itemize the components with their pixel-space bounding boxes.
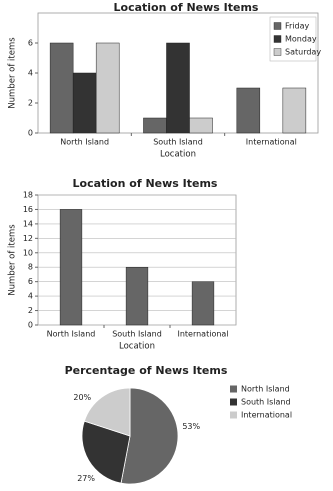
y-tick-label: 18 bbox=[23, 191, 33, 200]
x-tick-label: North Island bbox=[47, 330, 96, 339]
y-tick-label: 2 bbox=[28, 306, 33, 315]
legend-swatch bbox=[230, 398, 237, 406]
y-tick-label: 8 bbox=[28, 263, 33, 272]
legend-swatch bbox=[273, 35, 282, 43]
bar bbox=[282, 87, 307, 134]
legend-swatch bbox=[273, 48, 282, 56]
bar bbox=[59, 209, 83, 326]
bar bbox=[236, 87, 261, 134]
y-tick-label: 4 bbox=[28, 292, 33, 301]
y-axis-label: Number of items bbox=[8, 224, 18, 296]
bar bbox=[143, 117, 167, 134]
bar bbox=[191, 281, 215, 326]
y-tick-label: 14 bbox=[23, 219, 33, 228]
bar bbox=[125, 266, 149, 326]
y-tick-label: 4 bbox=[28, 69, 33, 78]
x-tick-label: South Island bbox=[153, 138, 203, 147]
pie-label: 27% bbox=[77, 474, 95, 483]
legend-label: Friday bbox=[285, 22, 310, 31]
bar bbox=[189, 117, 213, 134]
y-tick-label: 16 bbox=[23, 205, 33, 214]
legend-swatch bbox=[230, 411, 237, 419]
bar bbox=[49, 42, 74, 134]
legend-label: Saturday bbox=[285, 48, 321, 57]
pie-slice bbox=[83, 387, 131, 437]
chart-title: Location of News Items bbox=[114, 1, 259, 14]
chart-title: Percentage of News Items bbox=[65, 364, 228, 377]
legend-swatch bbox=[230, 385, 237, 393]
legend-label: South Island bbox=[241, 398, 291, 407]
x-axis-label: Location bbox=[119, 342, 155, 352]
y-tick-label: 6 bbox=[28, 39, 33, 48]
y-axis-label: Number of items bbox=[8, 37, 18, 109]
bar bbox=[166, 42, 190, 134]
bar bbox=[72, 72, 97, 134]
legend-label: International bbox=[241, 411, 292, 420]
chart-title: Location of News Items bbox=[73, 177, 218, 190]
pie-label: 20% bbox=[73, 393, 91, 402]
x-tick-label: North Island bbox=[60, 138, 109, 147]
x-axis-label: Location bbox=[160, 150, 196, 160]
legend-swatch bbox=[273, 22, 282, 30]
x-tick-label: International bbox=[246, 138, 297, 147]
legend-label: Monday bbox=[285, 35, 317, 44]
bar bbox=[95, 42, 120, 134]
pie-label: 53% bbox=[182, 422, 200, 431]
y-tick-label: 6 bbox=[28, 277, 33, 286]
x-tick-label: International bbox=[177, 330, 228, 339]
y-tick-label: 10 bbox=[23, 248, 33, 257]
y-tick-label: 12 bbox=[23, 234, 33, 243]
x-tick-label: South Island bbox=[112, 330, 162, 339]
legend-label: North Island bbox=[241, 385, 290, 394]
y-tick-label: 0 bbox=[28, 321, 33, 330]
y-tick-label: 2 bbox=[28, 99, 33, 108]
pie-slice bbox=[81, 420, 131, 484]
y-tick-label: 0 bbox=[28, 129, 33, 138]
pie-slice bbox=[120, 387, 179, 485]
